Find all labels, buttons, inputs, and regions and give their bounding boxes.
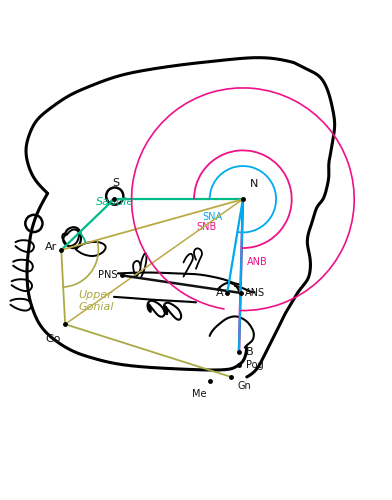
- Text: Pog: Pog: [246, 360, 264, 370]
- Text: PNS: PNS: [98, 270, 118, 280]
- Text: ANB: ANB: [247, 258, 267, 268]
- Text: Saddle: Saddle: [96, 197, 134, 207]
- Text: Gn: Gn: [237, 381, 251, 391]
- Text: ANS: ANS: [245, 288, 265, 298]
- Text: Upper
Gonial: Upper Gonial: [79, 290, 114, 312]
- Text: SNA: SNA: [202, 212, 223, 222]
- Text: Go: Go: [46, 334, 61, 344]
- Text: S: S: [113, 178, 120, 188]
- Text: N: N: [250, 180, 258, 190]
- Text: A: A: [216, 288, 223, 298]
- Text: SNB: SNB: [196, 222, 216, 232]
- Text: Ar: Ar: [45, 242, 57, 252]
- Text: B: B: [246, 346, 254, 356]
- Text: Me: Me: [192, 388, 207, 398]
